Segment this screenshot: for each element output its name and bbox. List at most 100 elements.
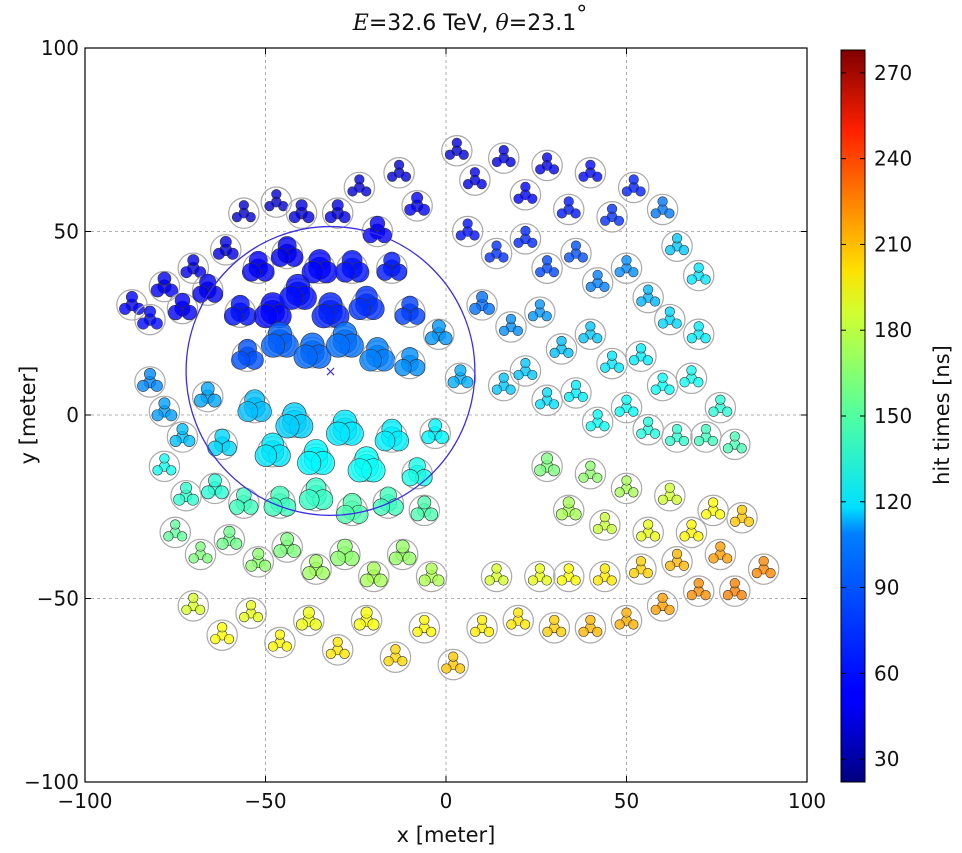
station-outline	[509, 223, 542, 255]
station-hit-marker	[621, 394, 632, 405]
station-hit-marker	[469, 167, 480, 178]
station-outline	[581, 267, 614, 299]
station	[459, 164, 491, 196]
station-hit-marker	[214, 485, 229, 500]
station-outline	[574, 318, 607, 351]
station-hit-marker	[628, 568, 640, 579]
station-hit-marker	[180, 481, 193, 494]
title-angle-value: 23.1	[527, 11, 576, 36]
station	[213, 524, 246, 556]
station-hit-marker	[708, 406, 719, 417]
station	[254, 432, 291, 468]
station-hit-marker	[144, 305, 156, 318]
station-outline	[199, 472, 231, 505]
station-hit-marker	[325, 648, 336, 659]
title-angle-symbol: θ	[496, 11, 509, 36]
station-hit-marker	[431, 319, 446, 334]
station	[347, 446, 386, 483]
station-hit-marker	[541, 152, 553, 163]
station-hit-marker	[577, 391, 588, 403]
station-outline	[682, 318, 715, 351]
station-outline	[617, 171, 650, 204]
station	[293, 604, 325, 637]
station-outline	[383, 157, 415, 189]
station-hit-marker	[628, 267, 639, 278]
station	[719, 428, 751, 461]
station	[625, 340, 657, 373]
station	[747, 553, 780, 585]
station-hit-marker	[207, 440, 224, 457]
colorbar-tick-label: 270	[874, 61, 912, 85]
station-hit-marker	[636, 428, 647, 439]
station	[444, 362, 477, 395]
station-hit-marker	[700, 590, 711, 601]
station-hit-marker	[274, 629, 286, 640]
station-hit-marker	[137, 317, 150, 330]
station-hit-marker	[163, 531, 174, 542]
station-hit-marker	[254, 444, 278, 467]
station-hit-marker	[202, 553, 213, 564]
station-hit-marker	[678, 245, 690, 256]
station-hit-marker	[671, 423, 683, 435]
station-hit-marker	[679, 531, 690, 542]
station-hit-marker	[231, 212, 243, 223]
station	[329, 538, 361, 571]
station-hit-marker	[562, 496, 575, 509]
station-hit-marker	[201, 485, 215, 500]
station	[495, 311, 527, 343]
station-outline	[661, 230, 693, 262]
station	[231, 338, 264, 373]
x-tick-label: −50	[244, 789, 286, 813]
station-hit-marker	[671, 494, 682, 505]
station	[199, 472, 231, 505]
station-outline	[747, 553, 780, 585]
station-hit-marker	[671, 318, 682, 329]
station-hit-marker	[410, 507, 425, 522]
station-hit-marker	[686, 274, 697, 285]
station	[589, 560, 621, 593]
station	[531, 450, 563, 483]
station-hit-marker	[125, 290, 138, 303]
station	[574, 157, 607, 189]
station	[177, 590, 210, 622]
station	[206, 428, 238, 461]
station-outline	[654, 303, 686, 336]
station-outline	[632, 281, 664, 314]
colorbar-tick-label: 240	[874, 147, 912, 171]
colorbar-tick-label: 210	[874, 232, 912, 256]
station-hit-marker	[729, 578, 740, 589]
station-outline	[581, 406, 614, 439]
station	[704, 538, 737, 571]
colorbar-label: hit times [ns]	[930, 345, 954, 485]
station	[574, 457, 607, 490]
station-hit-marker	[376, 263, 394, 281]
station-outline	[271, 531, 303, 563]
station-hit-marker	[715, 394, 726, 405]
station-hit-marker	[635, 343, 647, 354]
station	[223, 294, 257, 329]
station-hit-marker	[425, 331, 439, 346]
station-hit-marker	[606, 523, 617, 535]
station	[502, 604, 534, 637]
station	[343, 171, 376, 204]
station-hit-marker	[476, 290, 489, 303]
station	[260, 186, 293, 218]
station-hit-marker	[151, 409, 164, 422]
station-hit-marker	[527, 237, 538, 248]
station-hit-marker	[664, 306, 675, 317]
station-hit-marker	[188, 553, 199, 564]
station-outline	[610, 252, 643, 284]
station	[298, 477, 334, 512]
station-hit-marker	[301, 261, 324, 284]
station	[237, 389, 272, 424]
station-hit-marker	[157, 271, 172, 286]
station-hit-marker	[657, 318, 669, 329]
station-hit-marker	[245, 212, 256, 223]
station	[704, 391, 737, 424]
station-hit-marker	[264, 201, 275, 212]
station-hit-marker	[435, 430, 449, 445]
station	[552, 494, 585, 527]
station-hit-marker	[339, 648, 350, 659]
station-hit-marker	[527, 193, 538, 204]
